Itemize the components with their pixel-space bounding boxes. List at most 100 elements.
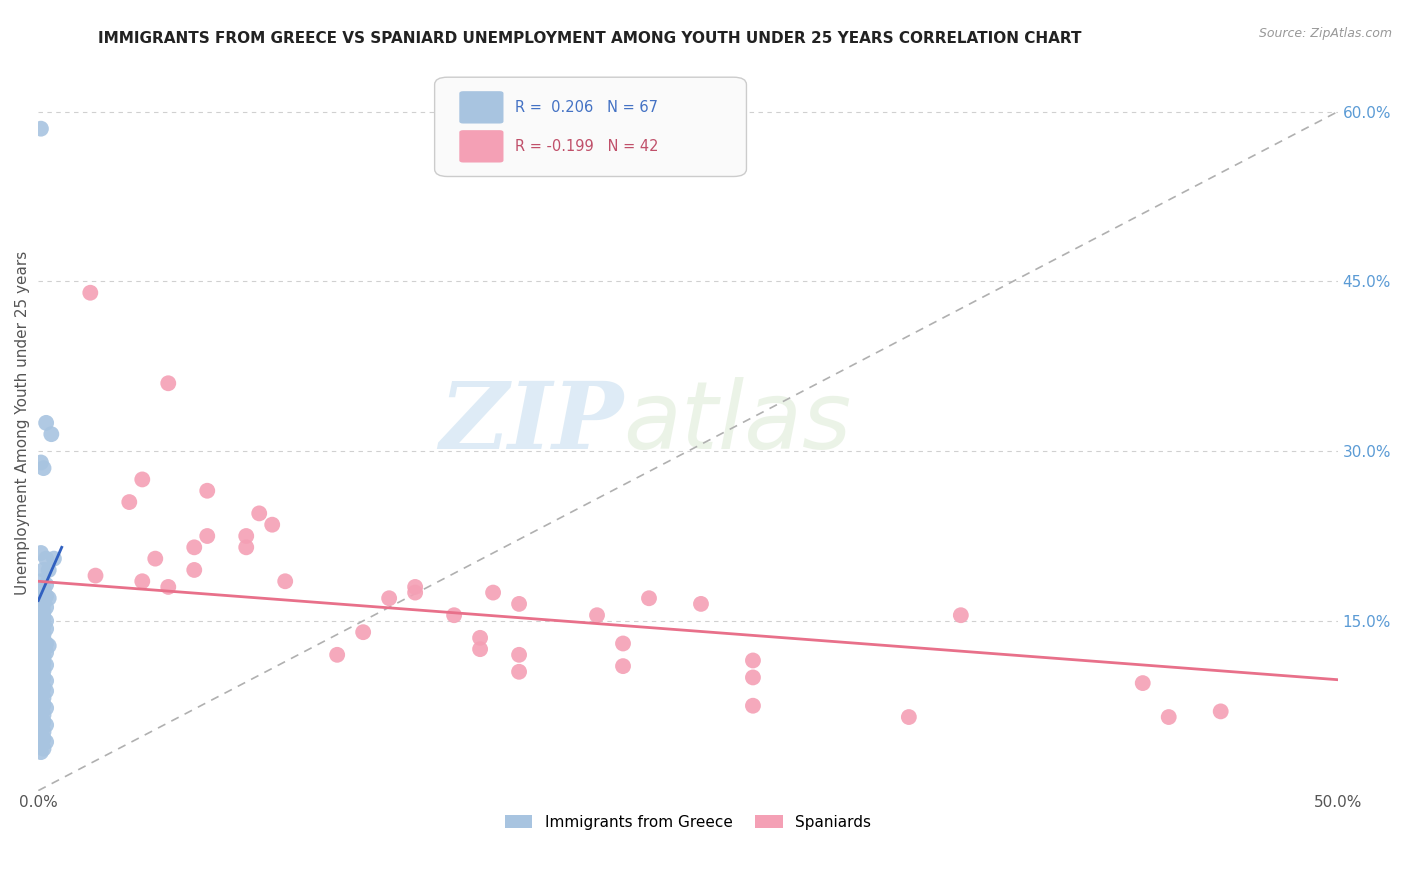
Point — [404, 585, 426, 599]
Point — [157, 376, 180, 391]
Point — [30, 585, 52, 599]
Text: R =  0.206   N = 67: R = 0.206 N = 67 — [515, 100, 658, 115]
Point — [32, 670, 55, 684]
Point — [443, 608, 465, 623]
Point — [30, 640, 52, 655]
Point — [30, 631, 52, 645]
Point — [35, 735, 58, 749]
Point — [352, 625, 374, 640]
Point — [32, 461, 55, 475]
Point — [468, 642, 491, 657]
Point — [42, 551, 65, 566]
Point — [1132, 676, 1154, 690]
Point — [482, 585, 505, 599]
Point — [612, 659, 634, 673]
Point — [32, 619, 55, 633]
Point — [30, 728, 52, 742]
Point — [35, 622, 58, 636]
Text: Source: ZipAtlas.com: Source: ZipAtlas.com — [1258, 27, 1392, 40]
Point — [32, 627, 55, 641]
Point — [32, 643, 55, 657]
Point — [30, 739, 52, 753]
Point — [378, 591, 401, 606]
Point — [35, 614, 58, 628]
Point — [897, 710, 920, 724]
FancyBboxPatch shape — [460, 91, 503, 123]
Point — [508, 597, 530, 611]
Point — [30, 722, 52, 736]
Point — [612, 636, 634, 650]
Text: atlas: atlas — [623, 377, 851, 468]
Text: R = -0.199   N = 42: R = -0.199 N = 42 — [515, 139, 658, 153]
Point — [32, 698, 55, 712]
Point — [30, 653, 52, 667]
Point — [32, 714, 55, 729]
Point — [32, 681, 55, 695]
Point — [35, 416, 58, 430]
Point — [35, 673, 58, 688]
Point — [30, 616, 52, 631]
Point — [79, 285, 101, 300]
Point — [32, 597, 55, 611]
Point — [30, 602, 52, 616]
Point — [35, 646, 58, 660]
Point — [30, 687, 52, 701]
Point — [30, 121, 52, 136]
Point — [32, 731, 55, 746]
Point — [32, 690, 55, 705]
Point — [32, 563, 55, 577]
Point — [508, 648, 530, 662]
Point — [30, 661, 52, 675]
Point — [41, 427, 63, 442]
Point — [195, 483, 218, 498]
Point — [32, 610, 55, 624]
Point — [35, 718, 58, 732]
Point — [32, 582, 55, 597]
Point — [35, 636, 58, 650]
Point — [183, 541, 205, 555]
Point — [742, 670, 765, 684]
Point — [38, 639, 60, 653]
Point — [131, 574, 153, 589]
Point — [742, 698, 765, 713]
Point — [35, 600, 58, 615]
Point — [30, 625, 52, 640]
Point — [30, 455, 52, 469]
Point — [235, 529, 257, 543]
Point — [35, 658, 58, 673]
Point — [30, 593, 52, 607]
Point — [742, 653, 765, 667]
Point — [30, 574, 52, 589]
Point — [262, 517, 284, 532]
Point — [586, 608, 609, 623]
Point — [35, 684, 58, 698]
Point — [32, 605, 55, 619]
Point — [1157, 710, 1180, 724]
Point — [35, 551, 58, 566]
Legend: Immigrants from Greece, Spaniards: Immigrants from Greece, Spaniards — [499, 809, 877, 836]
Point — [1209, 705, 1232, 719]
Point — [35, 589, 58, 603]
Point — [32, 633, 55, 648]
Point — [35, 701, 58, 715]
Point — [30, 745, 52, 759]
FancyBboxPatch shape — [460, 130, 503, 162]
Point — [274, 574, 297, 589]
Point — [195, 529, 218, 543]
Point — [690, 597, 713, 611]
Point — [949, 608, 972, 623]
Point — [32, 724, 55, 739]
Point — [235, 541, 257, 555]
Point — [143, 551, 166, 566]
Point — [30, 705, 52, 719]
Point — [30, 711, 52, 725]
Point — [404, 580, 426, 594]
Point — [30, 648, 52, 662]
Point — [38, 591, 60, 606]
Point — [508, 665, 530, 679]
Point — [326, 648, 349, 662]
Point — [638, 591, 661, 606]
Point — [32, 656, 55, 670]
Text: IMMIGRANTS FROM GREECE VS SPANIARD UNEMPLOYMENT AMONG YOUTH UNDER 25 YEARS CORRE: IMMIGRANTS FROM GREECE VS SPANIARD UNEMP… — [98, 31, 1083, 46]
Point — [183, 563, 205, 577]
